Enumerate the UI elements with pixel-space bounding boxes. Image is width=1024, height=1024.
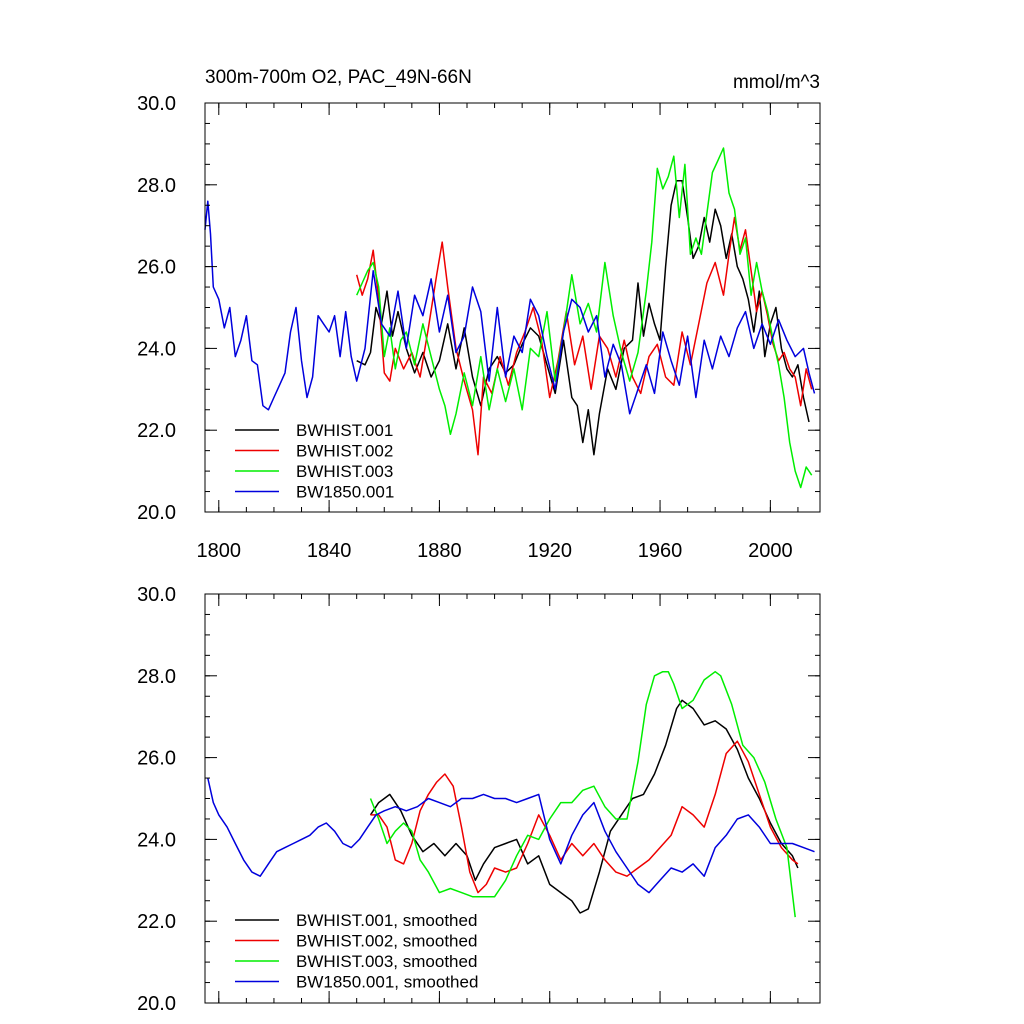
y-tick-label: 20.0 (137, 993, 176, 1015)
series-line-2 (370, 740, 799, 894)
y-tick-label: 28.0 (137, 175, 176, 197)
y-tick-label: 22.0 (137, 911, 176, 933)
y-tick-label: 30.0 (137, 93, 176, 115)
y-tick-label: 22.0 (137, 420, 176, 442)
legend-label: BWHIST.001 (296, 421, 393, 440)
x-tick-label: 1960 (638, 540, 683, 562)
bottom-panel-smoothed: 20.0 22.0 24.0 26.0 28.0 30.0 BWHIST.001, smoo… (137, 584, 821, 1015)
x-tick-label: 1800 (197, 540, 242, 562)
series-line-1 (356, 179, 810, 456)
y-tick-label: 24.0 (137, 829, 176, 851)
y-tick-label: 28.0 (137, 666, 176, 688)
series-line-3 (369, 670, 796, 918)
y-tick-label: 24.0 (137, 338, 176, 360)
legend-label: BW1850.001, smoothed (296, 973, 478, 992)
x-tick-label: 1920 (527, 540, 572, 562)
series-line-2 (355, 216, 813, 456)
y-tick-label: 30.0 (137, 584, 176, 606)
units-label: mmol/m^3 (733, 72, 820, 93)
series-line-4 (204, 200, 816, 415)
series-line-1 (369, 699, 799, 914)
top-panel-raw: 300m-700m O2, PAC_49N-66N mmol/m^3 20.0 2… (137, 67, 821, 562)
chart-title: 300m-700m O2, PAC_49N-66N (205, 67, 472, 88)
y-tick-label: 26.0 (137, 257, 176, 279)
x-tick-label: 2000 (748, 540, 793, 562)
y-tick-label: 26.0 (137, 748, 176, 770)
legend-label: BWHIST.002, smoothed (296, 932, 477, 951)
series-line-3 (356, 147, 813, 489)
y-tick-label: 20.0 (137, 502, 176, 524)
x-tick-label: 1880 (417, 540, 462, 562)
legend-label: BWHIST.003, smoothed (296, 952, 477, 971)
legend-label: BWHIST.002 (296, 442, 393, 461)
legend-label: BWHIST.003 (296, 462, 393, 481)
legend-label: BWHIST.001, smoothed (296, 911, 477, 930)
legend-label: BW1850.001 (296, 483, 394, 502)
series-line-4 (207, 777, 815, 894)
x-tick-label: 1840 (307, 540, 352, 562)
